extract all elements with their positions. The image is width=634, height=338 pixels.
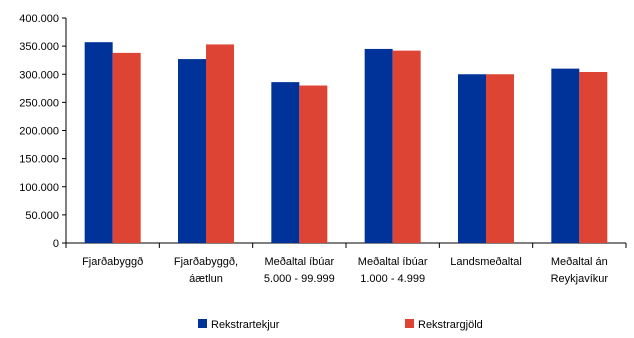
legend-label: Rekstrargjöld [418,319,483,331]
x-category-label: Reykjavíkur [551,273,609,285]
bar-rekstrargjöld-5 [579,72,608,243]
bar-rekstrargjöld-0 [112,52,141,243]
y-tick-label: 350.000 [19,41,59,53]
bar-rekstrargjöld-3 [392,50,421,243]
bar-rekstrargjöld-2 [299,85,328,243]
bar-rekstrargjöld-4 [486,74,514,243]
x-category-label: Fjarðabyggð [82,256,143,268]
y-tick-label: 400.000 [19,13,59,25]
bar-rekstrartekjur-2 [271,82,300,243]
legend-label: Rekstrartekjur [211,319,280,331]
y-tick-label: 250.000 [19,97,59,109]
bar-rekstrartekjur-0 [84,42,113,243]
y-tick-label: 150.000 [19,154,59,166]
x-category-label: Meðaltal án [551,256,608,268]
y-tick-label: 0 [53,238,59,250]
x-category-label: 5.000 - 99.999 [264,273,335,285]
bar-rekstrartekjur-4 [458,74,486,243]
x-category-label: Landsmeðaltal [450,256,522,268]
x-category-label: 1.000 - 4.999 [360,273,425,285]
bar-rekstrartekjur-3 [364,48,393,243]
y-tick-label: 50.000 [25,210,59,222]
legend-swatch-rekstrargjöld [405,319,414,328]
bar-rekstrargjöld-1 [206,44,234,243]
plot-area: 0 50.000 100.000 150.000 200.000 250.000 300.0… [19,13,627,285]
x-category-label: Fjarðabyggð, [174,256,238,268]
y-tick-label: 100.000 [19,182,59,194]
x-category-label: Meðaltal íbúar [358,256,428,268]
x-category-label: Meðaltal íbúar [264,256,334,268]
legend-swatch-rekstrartekjur [198,319,207,328]
bar-rekstrartekjur-1 [178,59,206,243]
legend: Rekstrartekjur Rekstrargjöld [198,319,483,331]
x-category-label: áætlun [189,273,223,285]
y-tick-label: 200.000 [19,126,59,138]
bar-rekstrartekjur-5 [551,68,580,243]
y-tick-label: 300.000 [19,69,59,81]
